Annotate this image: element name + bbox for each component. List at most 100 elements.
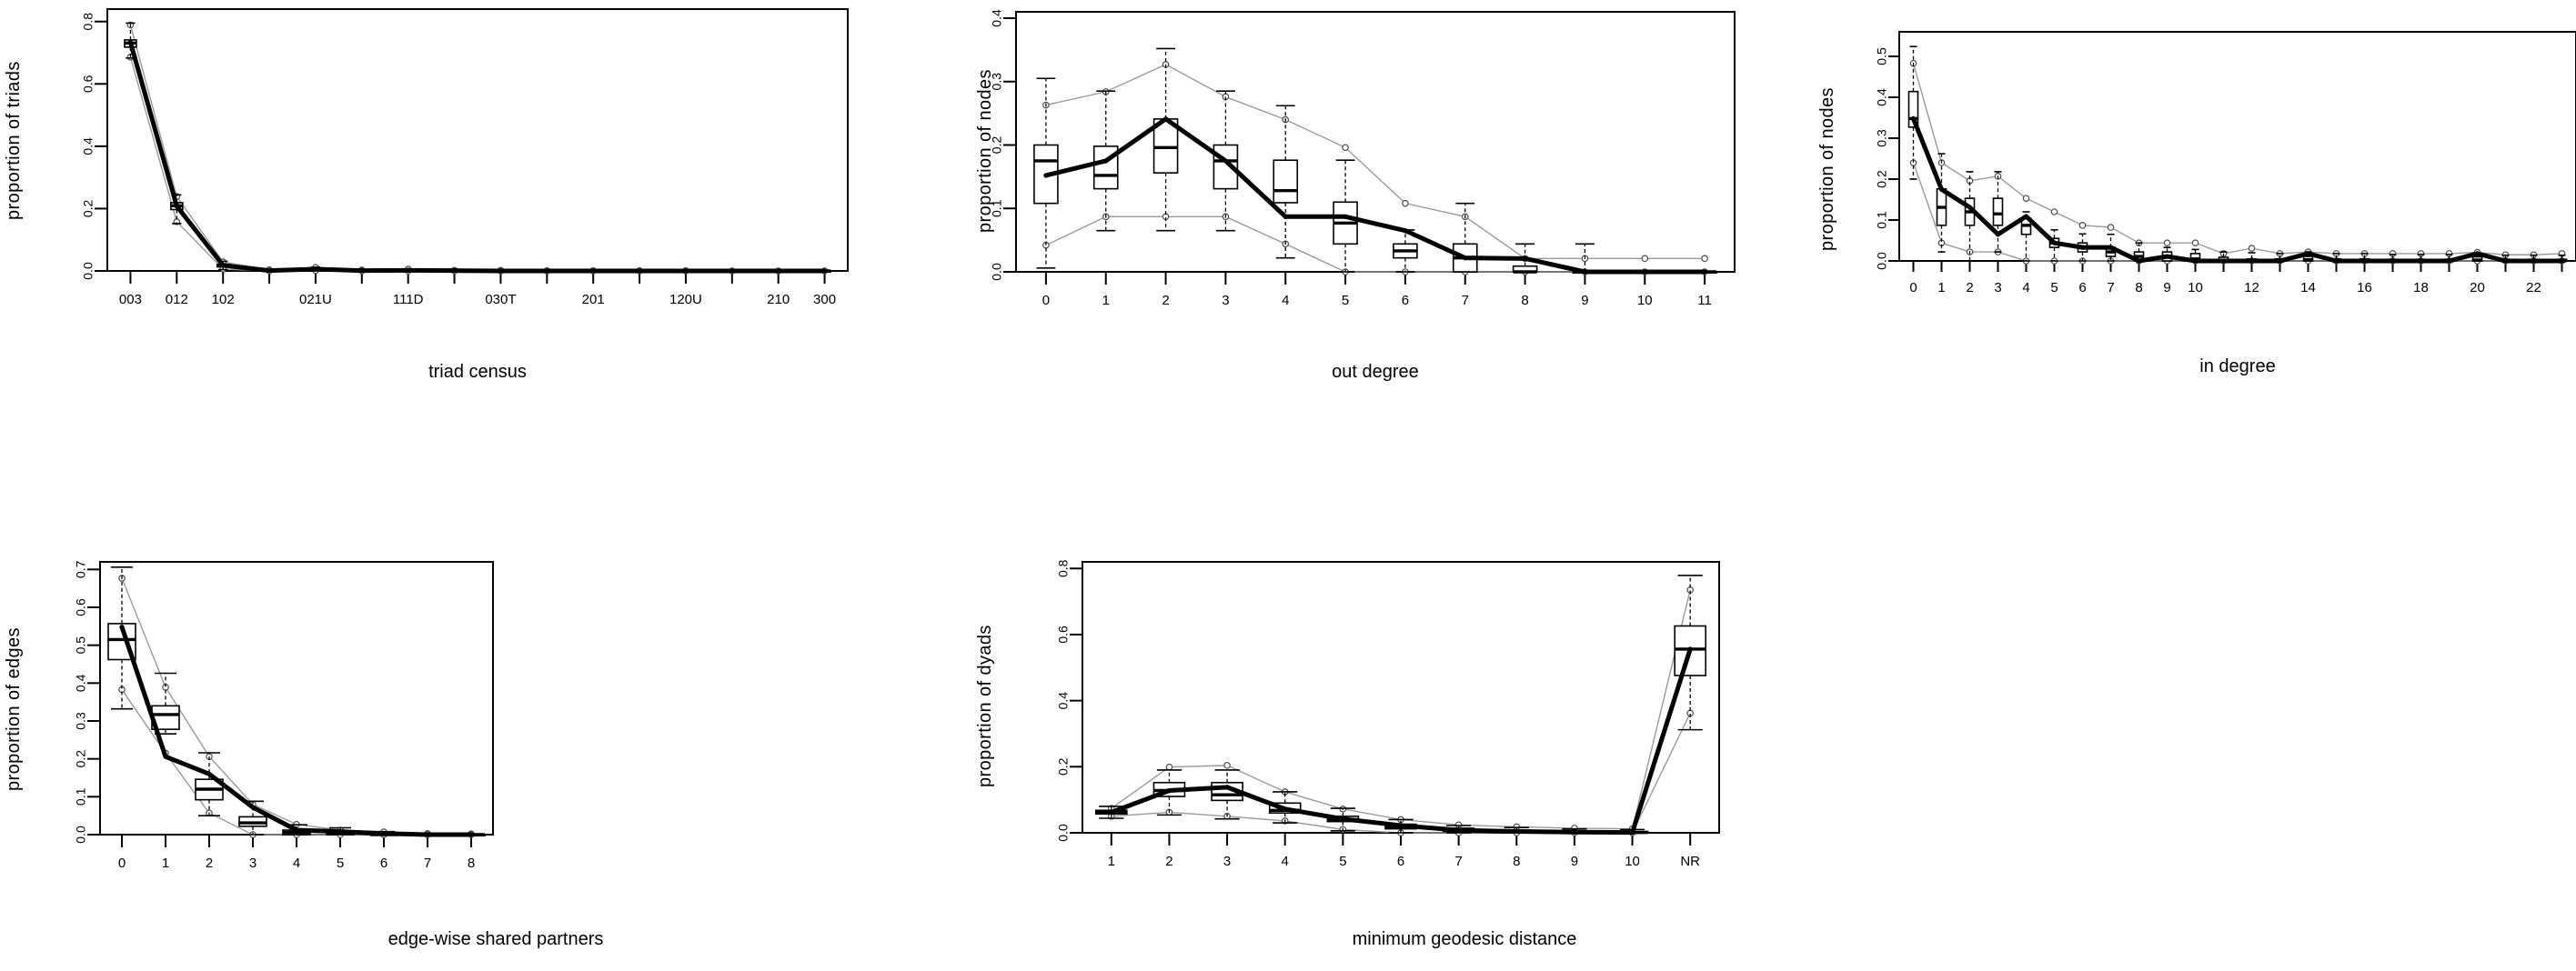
svg-text:0.4: 0.4 (990, 9, 1004, 27)
svg-text:0: 0 (1042, 293, 1050, 308)
svg-text:10: 10 (2188, 280, 2203, 295)
svg-text:5: 5 (2050, 280, 2058, 295)
plot-area-minimum-geodesic-distance: 0.0 0.2 0.4 0.6 0.8 1 2 3 4 5 6 7 8 9 10 NR (1028, 556, 1725, 896)
svg-text:2: 2 (206, 856, 213, 871)
x-axis-label-in-degree: in degree (2199, 356, 2276, 376)
svg-text:16: 16 (2357, 280, 2372, 295)
svg-text:0.5: 0.5 (74, 636, 88, 655)
svg-text:003: 003 (119, 292, 142, 307)
svg-text:201: 201 (582, 292, 605, 307)
plot-area-edgewise-shared-partners: 0.0 0.1 0.2 0.3 0.4 0.5 0.6 0.7 0 1 2 3 4 5 6 7 8 (45, 556, 498, 898)
svg-text:0.6: 0.6 (81, 75, 96, 93)
svg-text:10: 10 (1625, 854, 1640, 869)
svg-text:0.0: 0.0 (81, 262, 96, 280)
svg-text:8: 8 (1521, 293, 1528, 308)
svg-text:0.4: 0.4 (1056, 692, 1071, 710)
svg-text:4: 4 (1282, 854, 1289, 869)
svg-text:0.8: 0.8 (1056, 559, 1071, 577)
svg-text:0.1: 0.1 (990, 199, 1004, 217)
svg-text:6: 6 (1397, 854, 1404, 869)
svg-text:0.3: 0.3 (990, 73, 1004, 91)
svg-text:1: 1 (1937, 280, 1945, 295)
svg-text:2: 2 (1162, 293, 1169, 308)
svg-text:0.6: 0.6 (1056, 626, 1071, 644)
svg-text:300: 300 (813, 292, 836, 307)
svg-text:22: 22 (2526, 280, 2541, 295)
x-axis-label-geodesic: minimum geodesic distance (1352, 929, 1577, 949)
svg-text:20: 20 (2470, 280, 2485, 295)
svg-text:0.3: 0.3 (74, 712, 88, 730)
svg-text:0.4: 0.4 (1875, 88, 1889, 106)
svg-text:7: 7 (424, 856, 431, 871)
svg-text:3: 3 (249, 856, 257, 871)
svg-text:030T: 030T (485, 292, 516, 307)
svg-text:0.4: 0.4 (74, 674, 88, 692)
y-axis-label-geodesic: proportion of dyads (975, 625, 995, 787)
panel-triad-census: proportion of triads 0.0 0.2 0.4 0.6 0.8 003 0… (0, 0, 864, 307)
x-axis-label-triad-census: triad census (428, 362, 527, 382)
svg-text:10: 10 (1637, 293, 1653, 308)
panel-minimum-geodesic-distance: proportion of dyads 0.0 0.2 0.4 0.6 0.8 1 2 3 4 5… (955, 546, 1892, 869)
svg-text:3: 3 (1222, 293, 1229, 308)
svg-text:3: 3 (1223, 854, 1231, 869)
svg-text:14: 14 (2300, 280, 2316, 295)
svg-text:102: 102 (212, 292, 235, 307)
x-axis-label-out-degree: out degree (1332, 362, 1419, 382)
svg-text:111D: 111D (393, 292, 424, 307)
svg-text:4: 4 (293, 856, 300, 871)
svg-text:NR: NR (1680, 854, 1700, 869)
svg-text:0.2: 0.2 (990, 136, 1004, 155)
svg-text:120U: 120U (669, 292, 702, 307)
svg-text:7: 7 (1454, 854, 1462, 869)
svg-text:021U: 021U (299, 292, 332, 307)
svg-text:0: 0 (1909, 280, 1917, 295)
svg-text:4: 4 (1282, 293, 1289, 308)
svg-text:5: 5 (1342, 293, 1349, 308)
panel-edgewise-shared-partners: proportion of edges 0.0 0.1 0.2 0.3 0.4 0.5 0.… (0, 546, 910, 871)
svg-text:0.0: 0.0 (1056, 824, 1071, 842)
svg-text:4: 4 (2022, 280, 2029, 295)
svg-text:8: 8 (468, 856, 475, 871)
y-axis-label-in-degree: proportion of nodes (1817, 87, 1837, 251)
plot-area-in-degree: 0.0 0.1 0.2 0.3 0.4 0.5 0 1 2 3 4 5 6 7 8 9 10 12 14 16 18 20… (1845, 26, 2576, 325)
svg-text:18: 18 (2413, 280, 2429, 295)
svg-text:12: 12 (2244, 280, 2259, 295)
svg-text:0.0: 0.0 (74, 826, 88, 844)
svg-text:3: 3 (1994, 280, 2001, 295)
svg-text:0.7: 0.7 (74, 560, 88, 578)
svg-text:0.2: 0.2 (81, 199, 96, 217)
svg-text:0.2: 0.2 (1056, 757, 1071, 776)
svg-text:1: 1 (1102, 293, 1110, 308)
svg-text:6: 6 (2078, 280, 2086, 295)
svg-text:9: 9 (1581, 293, 1588, 308)
y-axis-label-triad-census: proportion of triads (4, 61, 24, 220)
svg-text:1: 1 (1108, 854, 1115, 869)
y-axis-label-edgewise: proportion of edges (4, 627, 24, 791)
svg-text:2: 2 (1966, 280, 1973, 295)
panel-in-degree: proportion of nodes 0.0 0.1 0.2 0.3 0.4 0.5 0 1… (1810, 0, 2576, 295)
svg-text:7: 7 (1462, 293, 1469, 308)
svg-text:210: 210 (767, 292, 790, 307)
svg-text:0.5: 0.5 (1875, 47, 1889, 65)
svg-text:0.2: 0.2 (74, 750, 88, 768)
svg-text:11: 11 (1697, 293, 1712, 308)
panel-out-degree: proportion of nodes 0.0 0.1 0.2 0.3 0.4 0 1 2 3 4… (910, 0, 1746, 308)
svg-text:0.3: 0.3 (1875, 129, 1889, 147)
svg-text:0.6: 0.6 (74, 598, 88, 616)
svg-text:7: 7 (2107, 280, 2114, 295)
svg-text:0.1: 0.1 (74, 787, 88, 806)
svg-text:0.2: 0.2 (1875, 170, 1889, 188)
svg-text:012: 012 (166, 292, 188, 307)
svg-text:1: 1 (162, 856, 169, 871)
x-axis-label-edgewise: edge-wise shared partners (387, 929, 604, 949)
svg-text:6: 6 (1402, 293, 1409, 308)
svg-text:0.1: 0.1 (1875, 211, 1889, 229)
plot-area-triad-census: 0.0 0.2 0.4 0.6 0.8 003 012 102 021U 111D 030T 201 1… (53, 4, 853, 335)
plot-area-out-degree: 0.0 0.1 0.2 0.3 0.4 0 1 2 3 4 5 6 7 8 9 10 11 (961, 6, 1740, 335)
svg-text:8: 8 (1513, 854, 1520, 869)
svg-text:0.8: 0.8 (81, 13, 96, 31)
svg-text:0.0: 0.0 (1875, 252, 1889, 270)
svg-text:0.4: 0.4 (81, 137, 96, 155)
svg-text:5: 5 (337, 856, 344, 871)
svg-text:0.0: 0.0 (990, 263, 1004, 281)
